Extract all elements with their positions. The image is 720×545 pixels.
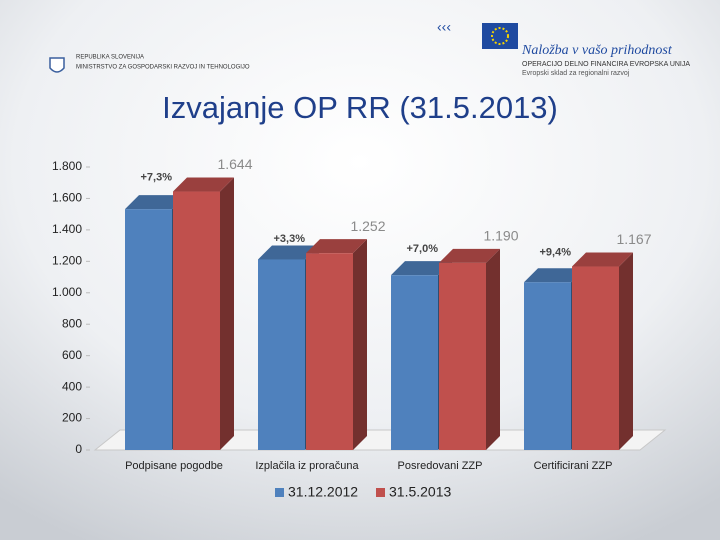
slogan: Naložba v vašo prihodnost [521, 43, 673, 58]
eu-flag [482, 23, 518, 49]
bar-top [391, 261, 452, 276]
bar-side [220, 177, 234, 450]
annotation: +9,4% [540, 246, 572, 258]
bar-side [353, 239, 367, 450]
value-label: 1.167 [616, 231, 651, 247]
bar-top [524, 268, 585, 283]
bar-top [439, 248, 500, 263]
bar-top [173, 177, 234, 192]
bar [173, 191, 220, 450]
bar [572, 266, 619, 450]
annotation: +7,0% [407, 243, 439, 255]
bar-top [125, 195, 186, 210]
bar-top [306, 239, 367, 254]
ministry: MINISTRSTVO ZA GOSPODARSKI RAZVOJ IN TEH… [76, 65, 250, 71]
legend-swatch [275, 488, 284, 497]
legend-swatch [376, 488, 385, 497]
eu-stars [491, 27, 509, 45]
bar [391, 275, 438, 450]
bar-top [572, 252, 633, 267]
arrows: ‹‹‹ [437, 19, 451, 35]
x-tick-label: Podpisane pogodbe [125, 460, 223, 472]
value-label: 1.190 [483, 228, 518, 244]
bar-side [486, 248, 500, 450]
y-tick-label: 1.200 [52, 254, 82, 268]
eu-line2: Evropski sklad za regionalni razvoj [522, 70, 630, 77]
legend-label: 31.5.2013 [389, 484, 451, 500]
y-tick-label: 200 [62, 411, 82, 425]
eu-line1: OPERACIJO DELNO FINANCIRA EVROPSKA UNIJA [522, 61, 690, 68]
y-tick-label: 1.600 [52, 191, 82, 205]
country: REPUBLIKA SLOVENIJA [76, 55, 144, 61]
bar [258, 259, 305, 450]
y-tick-label: 400 [62, 379, 82, 393]
annotation: +7,3% [141, 171, 173, 183]
bar [125, 209, 172, 450]
x-tick-label: Certificirani ZZP [534, 460, 613, 472]
value-label: 1.252 [350, 218, 385, 234]
bar-top [258, 245, 319, 260]
y-tick-label: 1.400 [52, 222, 82, 236]
value-label: 1.644 [217, 156, 252, 172]
bar [306, 253, 353, 450]
y-tick-label: 1.000 [52, 285, 82, 299]
y-tick-label: 600 [62, 348, 82, 362]
legend-label: 31.12.2012 [288, 484, 358, 500]
y-tick-label: 0 [75, 442, 82, 456]
y-tick-label: 800 [62, 316, 82, 330]
bar [524, 282, 571, 450]
chart-title: Izvajanje OP RR (31.5.2013) [162, 90, 558, 125]
bar [439, 262, 486, 450]
annotation: +3,3% [274, 233, 306, 245]
bar-side [619, 252, 633, 450]
x-tick-label: Posredovani ZZP [398, 460, 483, 472]
y-tick-label: 1.800 [52, 159, 82, 173]
coat-of-arms [49, 57, 65, 73]
x-tick-label: Izplačila iz proračuna [255, 460, 359, 472]
